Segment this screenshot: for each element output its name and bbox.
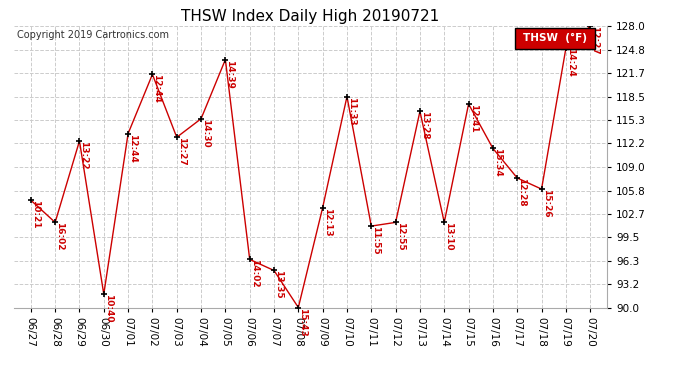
- Text: 12:27: 12:27: [177, 137, 186, 166]
- Text: 12:44: 12:44: [128, 134, 137, 162]
- Text: 13:35: 13:35: [274, 270, 283, 299]
- Text: 13:28: 13:28: [420, 111, 429, 140]
- Text: 13:22: 13:22: [79, 141, 88, 170]
- Text: 10:40: 10:40: [104, 294, 112, 322]
- Text: 10:21: 10:21: [31, 200, 40, 229]
- Text: 14:02: 14:02: [250, 260, 259, 288]
- Text: 14:30: 14:30: [201, 119, 210, 147]
- Text: 15:26: 15:26: [542, 189, 551, 218]
- Text: 12:44: 12:44: [152, 74, 161, 103]
- Text: 16:02: 16:02: [55, 222, 64, 251]
- Text: 12:41: 12:41: [469, 104, 477, 133]
- Text: 12:13: 12:13: [323, 208, 332, 236]
- Text: 12:55: 12:55: [395, 222, 404, 251]
- Text: THSW  (°F): THSW (°F): [523, 33, 587, 43]
- Text: 11:55: 11:55: [371, 226, 380, 255]
- Text: 12:28: 12:28: [518, 178, 526, 207]
- Text: 13:10: 13:10: [444, 222, 453, 251]
- Title: THSW Index Daily High 20190721: THSW Index Daily High 20190721: [181, 9, 440, 24]
- Text: 15:34: 15:34: [493, 148, 502, 177]
- Text: 15:43: 15:43: [298, 308, 307, 336]
- Text: 14:24: 14:24: [566, 48, 575, 77]
- FancyBboxPatch shape: [515, 28, 595, 49]
- Text: Copyright 2019 Cartronics.com: Copyright 2019 Cartronics.com: [17, 30, 169, 40]
- Text: 12:27: 12:27: [590, 26, 599, 55]
- Text: 14:39: 14:39: [226, 60, 235, 88]
- Text: 11:33: 11:33: [347, 97, 356, 125]
